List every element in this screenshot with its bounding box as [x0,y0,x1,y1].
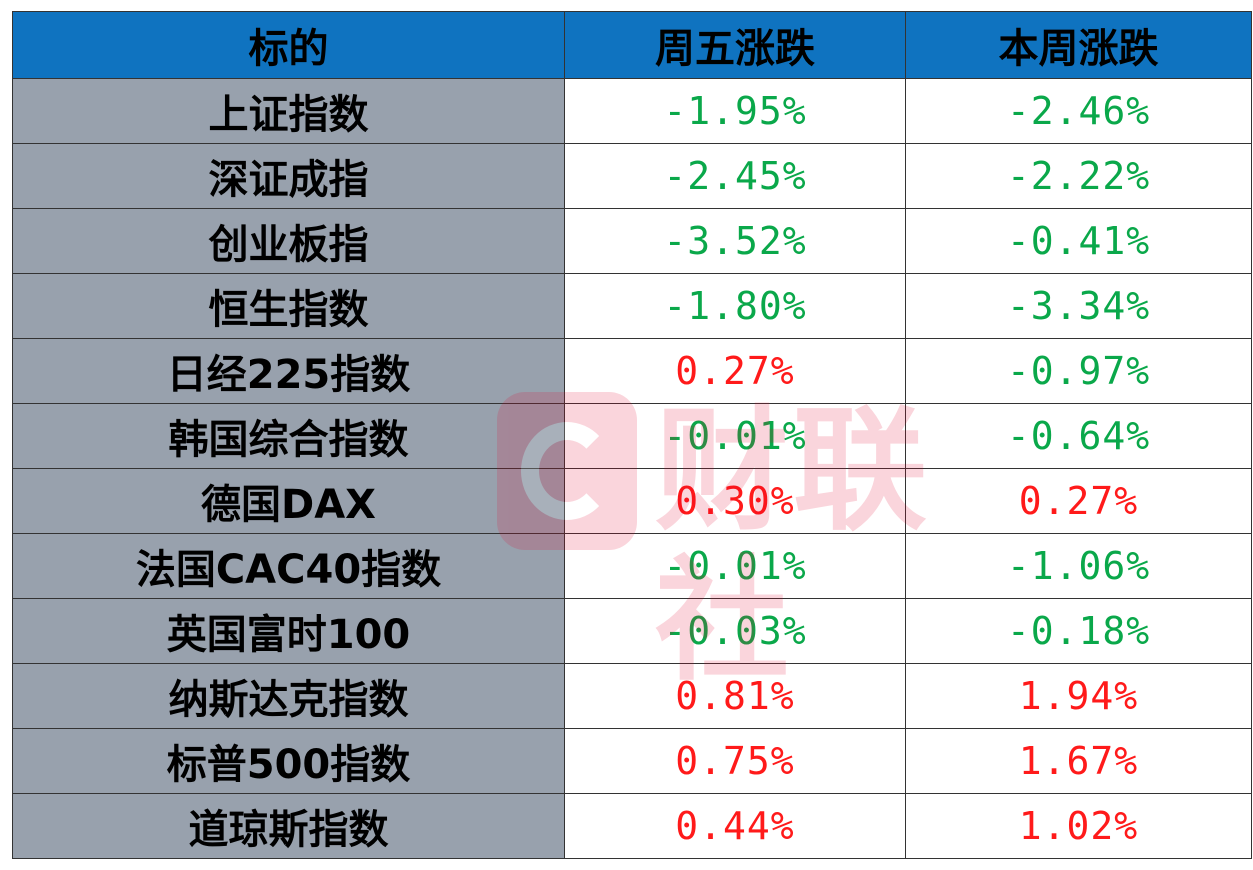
table-row: 德国DAX 0.30% 0.27% [12,468,1252,534]
market-change-table: 标的 周五涨跌 本周涨跌 上证指数 -1.95% -2.46% 深证成指 -2.45% -… [12,11,1252,859]
index-name: 上证指数 [12,78,565,144]
week-change-value: -0.97% [905,338,1252,404]
table-row: 创业板指 -3.52% -0.41% [12,208,1252,274]
header-name: 标的 [12,11,565,79]
week-change-value: -2.46% [905,78,1252,144]
index-name: 日经225指数 [12,338,565,404]
table-row: 日经225指数 0.27% -0.97% [12,338,1252,404]
index-name: 纳斯达克指数 [12,663,565,729]
week-change-value: -0.64% [905,403,1252,469]
friday-change-value: -0.01% [564,533,906,599]
friday-change-value: 0.27% [564,338,906,404]
week-change-value: -0.41% [905,208,1252,274]
table-row: 深证成指 -2.45% -2.22% [12,143,1252,209]
table-row: 法国CAC40指数 -0.01% -1.06% [12,533,1252,599]
index-name: 英国富时100 [12,598,565,664]
index-name: 创业板指 [12,208,565,274]
header-friday-change: 周五涨跌 [564,11,906,79]
index-name: 标普500指数 [12,728,565,794]
table-row: 恒生指数 -1.80% -3.34% [12,273,1252,339]
week-change-value: 1.67% [905,728,1252,794]
week-change-value: -1.06% [905,533,1252,599]
friday-change-value: 0.81% [564,663,906,729]
friday-change-value: 0.44% [564,793,906,859]
table-row: 道琼斯指数 0.44% 1.02% [12,793,1252,859]
table-row: 上证指数 -1.95% -2.46% [12,78,1252,144]
week-change-value: 1.02% [905,793,1252,859]
table-row: 标普500指数 0.75% 1.67% [12,728,1252,794]
header-row: 标的 周五涨跌 本周涨跌 [12,11,1252,79]
friday-change-value: -1.95% [564,78,906,144]
week-change-value: -0.18% [905,598,1252,664]
table-row: 英国富时100 -0.03% -0.18% [12,598,1252,664]
week-change-value: -2.22% [905,143,1252,209]
week-change-value: 0.27% [905,468,1252,534]
table-row: 韩国综合指数 -0.01% -0.64% [12,403,1252,469]
header-week-change: 本周涨跌 [905,11,1252,79]
index-name: 道琼斯指数 [12,793,565,859]
index-name: 深证成指 [12,143,565,209]
friday-change-value: -2.45% [564,143,906,209]
table-body: 上证指数 -1.95% -2.46% 深证成指 -2.45% -2.22% 创业板指 -3.5… [12,78,1252,859]
index-name: 法国CAC40指数 [12,533,565,599]
week-change-value: -3.34% [905,273,1252,339]
friday-change-value: -3.52% [564,208,906,274]
index-name: 恒生指数 [12,273,565,339]
friday-change-value: 0.30% [564,468,906,534]
table-row: 纳斯达克指数 0.81% 1.94% [12,663,1252,729]
friday-change-value: -1.80% [564,273,906,339]
friday-change-value: 0.75% [564,728,906,794]
week-change-value: 1.94% [905,663,1252,729]
index-name: 德国DAX [12,468,565,534]
friday-change-value: -0.03% [564,598,906,664]
index-name: 韩国综合指数 [12,403,565,469]
friday-change-value: -0.01% [564,403,906,469]
